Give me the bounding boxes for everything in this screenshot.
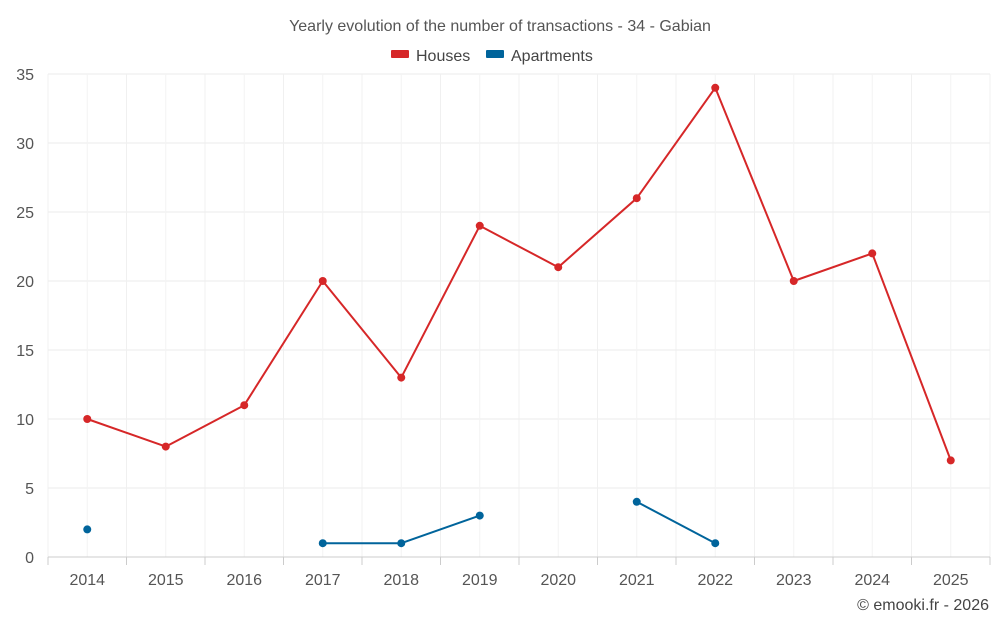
data-point-houses[interactable]: [711, 83, 720, 92]
legend-swatch-houses: [391, 50, 409, 58]
x-tick-label: 2025: [933, 572, 969, 589]
y-tick-label: 25: [16, 205, 34, 222]
y-tick-label: 5: [25, 481, 34, 498]
legend-label-apartments: Apartments: [511, 48, 593, 65]
series-apartments: [83, 497, 720, 548]
credit-text: © emooki.fr - 2026: [857, 597, 989, 614]
y-tick-label: 30: [16, 136, 34, 153]
x-tick-label: 2020: [540, 572, 576, 589]
data-point-apartments[interactable]: [475, 511, 484, 520]
x-tick-label: 2023: [776, 572, 812, 589]
series-layer: [83, 83, 955, 548]
legend-swatch-apartments: [486, 50, 504, 58]
data-point-houses[interactable]: [83, 415, 92, 423]
data-point-houses[interactable]: [397, 373, 406, 382]
data-point-houses[interactable]: [554, 263, 563, 272]
data-point-houses[interactable]: [868, 249, 877, 258]
x-tick-label: 2015: [148, 572, 184, 589]
data-point-houses[interactable]: [632, 194, 641, 203]
y-tick-label: 0: [25, 550, 34, 567]
data-point-apartments[interactable]: [632, 497, 641, 506]
legend-item-houses[interactable]: Houses: [391, 48, 470, 65]
x-tick-label: 2019: [462, 572, 498, 589]
x-tick-label: 2022: [697, 572, 733, 589]
series-line-houses: [86, 86, 952, 461]
data-point-houses[interactable]: [240, 401, 249, 410]
data-point-apartments[interactable]: [397, 539, 406, 548]
legend-item-apartments[interactable]: Apartments: [486, 48, 593, 65]
grid: [47, 73, 991, 558]
x-tick-label: 2016: [226, 572, 262, 589]
x-tick-label: 2018: [383, 572, 419, 589]
x-tick-label: 2014: [69, 572, 105, 589]
series-houses: [83, 83, 955, 465]
data-point-houses[interactable]: [318, 277, 327, 285]
legend: Houses Apartments: [391, 48, 593, 65]
x-tick-label: 2017: [305, 572, 341, 589]
series-line-apartments: [636, 500, 716, 545]
y-tick-label: 10: [16, 412, 34, 429]
data-point-houses[interactable]: [161, 442, 170, 451]
legend-label-houses: Houses: [416, 48, 470, 65]
chart-title: Yearly evolution of the number of transa…: [289, 18, 711, 35]
x-tick-label: 2024: [854, 572, 890, 589]
y-tick-label: 20: [16, 274, 34, 291]
data-point-apartments[interactable]: [318, 539, 327, 548]
data-point-houses[interactable]: [946, 456, 955, 465]
y-tick-label: 35: [16, 67, 34, 84]
y-tick-label: 15: [16, 343, 34, 360]
data-point-houses[interactable]: [789, 277, 798, 285]
data-point-apartments[interactable]: [83, 525, 92, 534]
x-tick-label: 2021: [619, 572, 655, 589]
data-point-apartments[interactable]: [711, 539, 720, 548]
data-point-houses[interactable]: [475, 221, 484, 230]
